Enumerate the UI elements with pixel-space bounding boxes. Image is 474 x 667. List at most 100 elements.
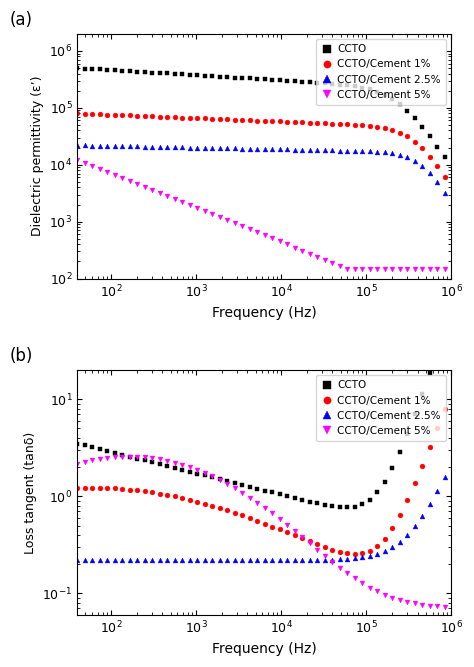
CCTO/Cement 2.5% [367, 552, 373, 560]
CCTO/Cement 1% [254, 517, 260, 525]
CCTO/Cement 5% [217, 213, 222, 221]
Legend: CCTO, CCTO/Cement 1%, CCTO/Cement 2.5%, CCTO/Cement 5%: CCTO, CCTO/Cement 1%, CCTO/Cement 2.5%, … [316, 376, 446, 442]
CCTO/Cement 2.5% [104, 556, 110, 564]
CCTO/Cement 1% [434, 424, 440, 432]
CCTO/Cement 1% [427, 153, 432, 161]
CCTO [427, 133, 432, 141]
CCTO [194, 470, 200, 478]
CCTO [397, 448, 402, 456]
CCTO/Cement 1% [90, 110, 95, 118]
CCTO/Cement 5% [82, 458, 88, 466]
CCTO/Cement 1% [210, 502, 215, 510]
CCTO/Cement 2.5% [389, 543, 395, 551]
CCTO/Cement 1% [179, 113, 185, 121]
CCTO/Cement 1% [397, 129, 402, 137]
CCTO/Cement 2.5% [224, 144, 230, 152]
Line: CCTO/Cement 5%: CCTO/Cement 5% [75, 454, 447, 610]
CCTO/Cement 1% [367, 122, 373, 130]
CCTO/Cement 5% [359, 579, 365, 587]
CCTO/Cement 5% [419, 601, 425, 609]
CCTO [374, 488, 380, 496]
CCTO [314, 500, 320, 508]
CCTO/Cement 2.5% [292, 145, 298, 153]
CCTO/Cement 1% [90, 484, 95, 492]
CCTO/Cement 1% [412, 137, 418, 145]
Line: CCTO: CCTO [75, 65, 447, 159]
CCTO [427, 370, 432, 378]
CCTO/Cement 2.5% [134, 143, 140, 151]
CCTO/Cement 5% [277, 237, 283, 245]
CCTO/Cement 2.5% [397, 151, 402, 159]
CCTO/Cement 5% [269, 235, 275, 243]
CCTO/Cement 2.5% [194, 556, 200, 564]
CCTO/Cement 2.5% [442, 189, 447, 197]
CCTO [262, 75, 267, 83]
CCTO/Cement 5% [382, 591, 387, 599]
CCTO/Cement 2.5% [382, 149, 387, 157]
CCTO/Cement 2.5% [217, 144, 222, 152]
CCTO [142, 456, 147, 464]
CCTO [337, 503, 342, 511]
CCTO/Cement 1% [104, 111, 110, 119]
CCTO/Cement 1% [442, 405, 447, 413]
CCTO/Cement 2.5% [419, 512, 425, 520]
CCTO/Cement 2.5% [269, 556, 275, 564]
CCTO/Cement 1% [112, 484, 118, 492]
CCTO/Cement 1% [157, 490, 163, 498]
CCTO [224, 73, 230, 81]
CCTO/Cement 5% [172, 459, 178, 467]
CCTO/Cement 5% [239, 222, 245, 230]
CCTO/Cement 5% [382, 265, 387, 273]
CCTO/Cement 2.5% [127, 556, 133, 564]
CCTO/Cement 2.5% [412, 522, 418, 530]
CCTO [134, 67, 140, 75]
CCTO/Cement 5% [224, 216, 230, 224]
CCTO/Cement 2.5% [284, 556, 290, 564]
CCTO/Cement 5% [344, 265, 350, 273]
CCTO [149, 69, 155, 77]
CCTO/Cement 2.5% [344, 147, 350, 155]
CCTO/Cement 1% [389, 126, 395, 134]
CCTO/Cement 2.5% [322, 146, 328, 154]
CCTO/Cement 5% [292, 527, 298, 535]
CCTO/Cement 2.5% [344, 555, 350, 563]
CCTO/Cement 1% [164, 491, 170, 499]
CCTO [359, 500, 365, 508]
CCTO/Cement 1% [382, 124, 387, 132]
CCTO/Cement 1% [262, 117, 267, 125]
CCTO [397, 100, 402, 108]
CCTO/Cement 1% [374, 542, 380, 550]
CCTO/Cement 1% [97, 484, 102, 492]
CCTO/Cement 1% [299, 118, 305, 126]
CCTO/Cement 1% [119, 485, 125, 493]
CCTO [277, 490, 283, 498]
CCTO/Cement 1% [262, 520, 267, 528]
CCTO [352, 82, 357, 90]
CCTO/Cement 5% [322, 552, 328, 560]
CCTO/Cement 1% [172, 492, 178, 500]
CCTO/Cement 1% [127, 111, 133, 119]
CCTO [314, 79, 320, 87]
CCTO/Cement 5% [134, 180, 140, 188]
CCTO/Cement 5% [90, 456, 95, 464]
CCTO/Cement 2.5% [82, 556, 88, 564]
CCTO/Cement 1% [142, 488, 147, 496]
CCTO [284, 492, 290, 500]
CCTO/Cement 2.5% [277, 145, 283, 153]
CCTO/Cement 1% [210, 115, 215, 123]
CCTO/Cement 2.5% [112, 556, 118, 564]
CCTO/Cement 1% [404, 133, 410, 141]
CCTO/Cement 1% [329, 119, 335, 127]
CCTO/Cement 1% [397, 511, 402, 519]
CCTO [412, 114, 418, 122]
CCTO/Cement 1% [172, 113, 178, 121]
CCTO/Cement 2.5% [329, 146, 335, 154]
CCTO/Cement 2.5% [434, 487, 440, 495]
CCTO/Cement 1% [404, 496, 410, 504]
CCTO [210, 474, 215, 482]
CCTO/Cement 5% [112, 453, 118, 461]
CCTO [344, 504, 350, 512]
CCTO/Cement 2.5% [329, 556, 335, 564]
CCTO/Cement 2.5% [322, 556, 328, 564]
CCTO [90, 444, 95, 452]
